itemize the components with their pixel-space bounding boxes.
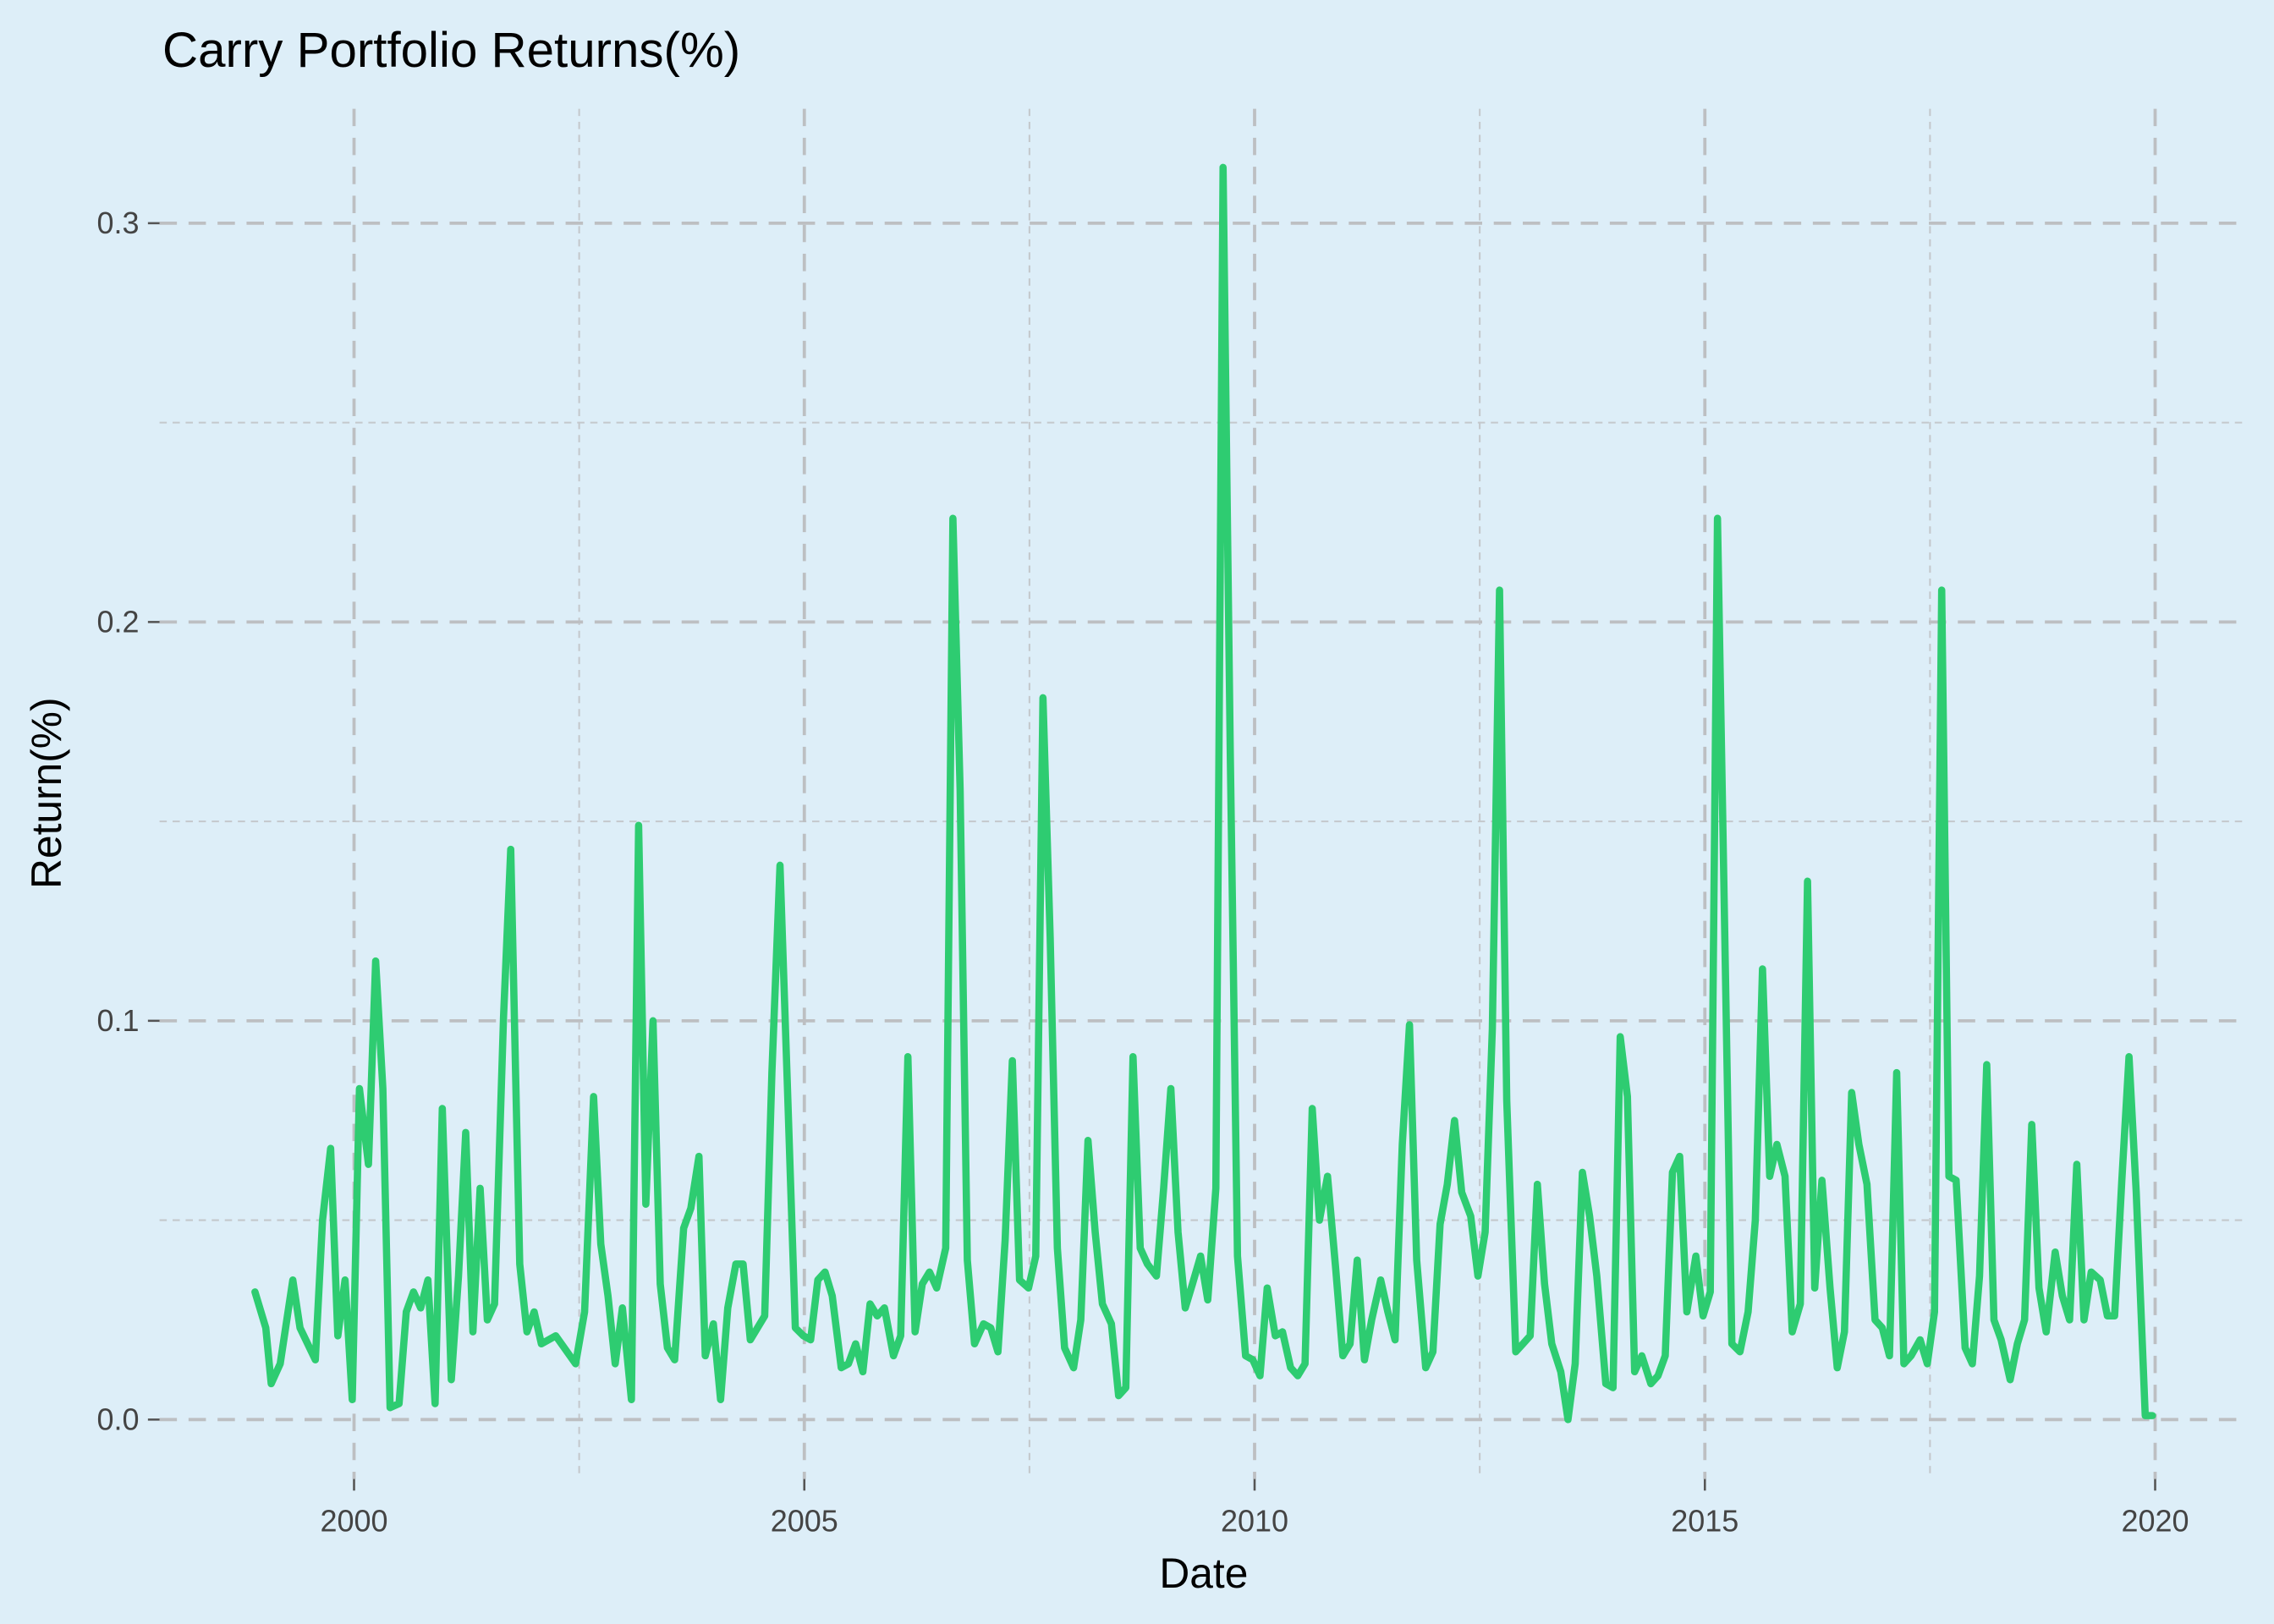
y-tick-label: 0.1 [97, 1003, 140, 1038]
x-axis-label: Date [1159, 1550, 1248, 1597]
x-tick-label: 2020 [2121, 1503, 2189, 1538]
x-tick-label: 2010 [1221, 1503, 1288, 1538]
x-tick-label: 2015 [1671, 1503, 1738, 1538]
line-series [251, 163, 2156, 1424]
y-tick-label: 0.3 [97, 206, 140, 240]
chart-title: Carry Portfolio Returns(%) [162, 23, 740, 78]
y-tick-label: 0.0 [97, 1402, 140, 1436]
y-axis-label: Return(%) [23, 697, 70, 888]
y-tick-label: 0.2 [97, 604, 140, 639]
x-tick-label: 2000 [320, 1503, 387, 1538]
x-tick-label: 2005 [771, 1503, 838, 1538]
